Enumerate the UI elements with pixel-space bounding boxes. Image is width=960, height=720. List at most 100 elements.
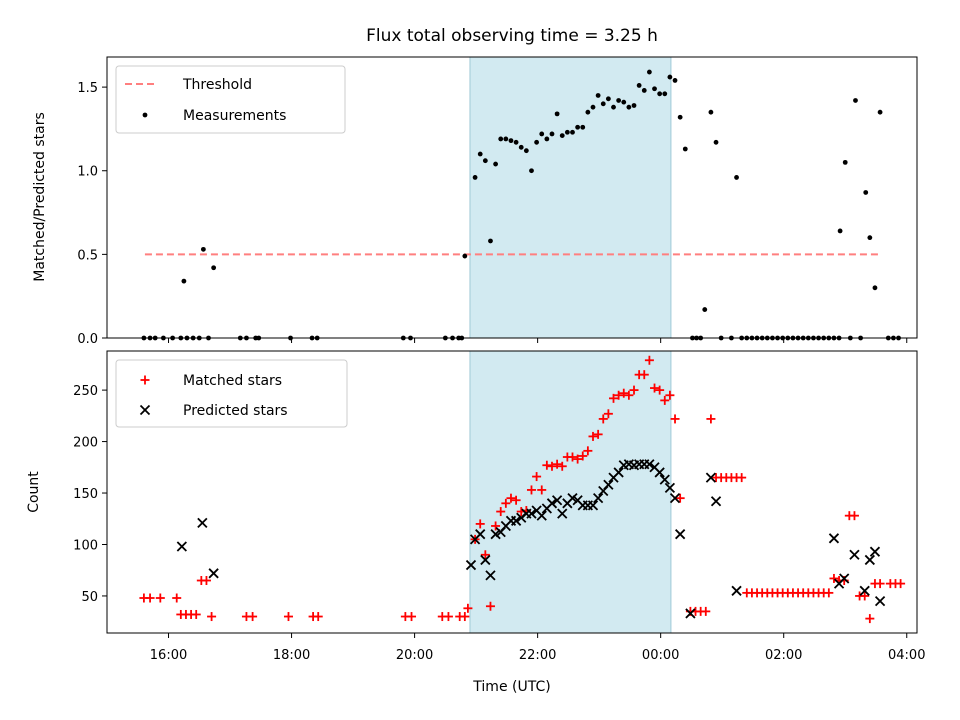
measurement-point	[590, 104, 596, 110]
predicted-marker-b	[664, 482, 676, 494]
predicted-marker-b	[480, 554, 491, 566]
predicted-marker-b	[603, 479, 614, 490]
measurement-point	[181, 278, 187, 284]
predicted-star-point	[526, 508, 537, 519]
matched-star-point	[172, 593, 182, 603]
measurement-point	[636, 83, 642, 88]
top-y-ticks: 0.0 0.5 1.0 1.5	[77, 81, 107, 347]
matched-star-point	[824, 588, 834, 598]
predicted-star-point	[828, 533, 840, 544]
y-tick-label: 0.0	[77, 332, 98, 347]
measurement-point	[508, 138, 514, 144]
matched-star-point	[624, 390, 634, 400]
predicted-marker-b	[859, 585, 870, 596]
predicted-star-point	[705, 472, 717, 483]
measurement-point	[652, 86, 657, 92]
predicted-star-point	[603, 479, 614, 490]
matched-star-point	[485, 601, 495, 611]
matched-star-point	[511, 495, 521, 505]
predicted-star-point	[551, 495, 563, 506]
matched-star-point	[201, 576, 211, 586]
measurement-point	[605, 96, 611, 102]
matched-star-point	[644, 355, 654, 365]
matched-star-point	[573, 454, 583, 464]
predicted-star-point	[510, 515, 522, 526]
y-tick-label: 150	[73, 487, 98, 502]
x-tick-label: 04:00	[888, 648, 925, 663]
measurement-point	[498, 136, 504, 142]
predicted-star-point	[592, 493, 604, 504]
predicted-star-point	[208, 568, 219, 579]
measurement-point	[616, 98, 622, 103]
predicted-marker-b	[510, 515, 522, 526]
matched-star-point	[675, 493, 685, 503]
matched-star-point	[248, 612, 258, 622]
matched-star-point	[614, 390, 624, 400]
bottom-x-ticks: 16:00 18:00 20:00 22:00 00:00 02:00 04:00	[150, 633, 925, 663]
matched-star-point	[443, 612, 453, 622]
predicted-marker-b	[828, 533, 840, 544]
predicted-star-point	[675, 529, 686, 540]
matched-star-point	[583, 446, 593, 456]
measurement-point	[472, 175, 478, 180]
top-x-ticks	[168, 338, 908, 343]
bottom-panel: 50 100 150 200 250 16:00 18:00 20:00 22:00 00:00…	[26, 350, 925, 695]
predicted-marker-b	[485, 570, 496, 581]
predicted-star-point	[669, 493, 681, 504]
predicted-marker-b	[839, 573, 850, 584]
predicted-star-point	[485, 570, 496, 581]
observing-span-top	[469, 56, 672, 339]
measurement-point	[877, 109, 883, 115]
matched-star-point	[475, 519, 485, 529]
predicted-star-point	[710, 496, 722, 507]
matched-star-point	[619, 388, 629, 398]
x-tick-label: 02:00	[765, 648, 802, 663]
predicted-stars-series	[176, 459, 886, 619]
legend-measurements-swatch	[142, 112, 148, 118]
measurement-point	[657, 91, 663, 97]
matched-star-point	[829, 573, 839, 583]
matched-star-point	[865, 614, 875, 624]
predicted-marker-b	[557, 508, 568, 519]
predicted-star-point	[839, 573, 850, 584]
predicted-marker-b	[567, 493, 578, 504]
measurement-point	[595, 93, 601, 98]
matched-star-point	[145, 593, 155, 603]
measurement-point	[682, 146, 688, 152]
measurement-point	[554, 111, 560, 117]
measurement-point	[702, 307, 708, 312]
predicted-marker-b	[685, 608, 696, 619]
predicted-star-point	[644, 459, 655, 470]
measurement-point	[477, 151, 483, 157]
predicted-star-point	[664, 482, 676, 494]
x-axis-label: Time (UTC)	[472, 679, 550, 695]
measurement-point	[734, 175, 739, 180]
predicted-marker-b	[587, 500, 599, 511]
predicted-marker-b	[623, 459, 635, 470]
measurement-point	[611, 104, 616, 110]
matched-star-point	[593, 429, 603, 439]
measurement-point	[544, 136, 550, 142]
measurement-point	[677, 114, 683, 120]
predicted-marker-b	[710, 496, 722, 507]
matched-star-point	[706, 414, 716, 424]
matched-star-point	[567, 452, 577, 462]
measurement-point	[575, 124, 581, 130]
predicted-marker-b	[654, 467, 665, 478]
predicted-marker-b	[869, 546, 881, 557]
top-y-axis-label: Matched/Predicted stars	[32, 112, 48, 282]
legend-matched-label: Matched stars	[183, 373, 282, 389]
legend-predicted-label: Predicted stars	[183, 403, 288, 419]
predicted-star-point	[557, 508, 568, 519]
matched-star-point	[480, 550, 490, 560]
predicted-marker-b	[197, 517, 208, 529]
measurement-point	[564, 129, 570, 135]
legend-measurements-label: Measurements	[183, 108, 286, 124]
measurement-point	[853, 98, 858, 103]
y-tick-label: 100	[73, 538, 98, 553]
y-tick-label: 250	[73, 384, 98, 399]
top-axes-frame	[106, 56, 918, 339]
measurement-point	[534, 139, 540, 145]
x-tick-label: 20:00	[396, 648, 433, 663]
